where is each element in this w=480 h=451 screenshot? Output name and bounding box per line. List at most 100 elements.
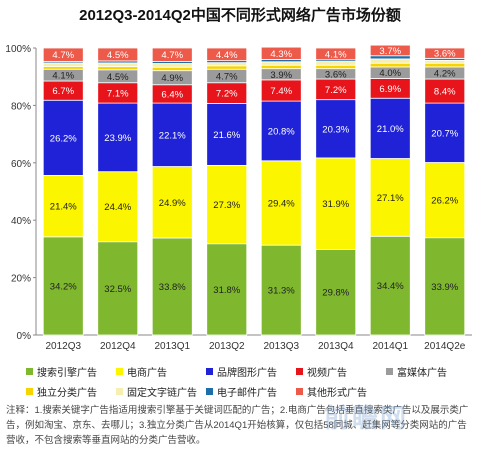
- data-label: 3.7%: [379, 46, 401, 57]
- data-label: 27.1%: [377, 193, 404, 204]
- data-label: 24.9%: [159, 198, 186, 209]
- bar-segment: [369, 97, 411, 159]
- bar-segment: [97, 102, 139, 173]
- bar-segment: [206, 65, 248, 70]
- legend-label: 电商广告: [127, 368, 167, 379]
- data-label: 33.8%: [159, 282, 186, 293]
- bar-segment: [315, 61, 357, 66]
- bar-segment: [260, 46, 302, 60]
- legend-item: 视频广告: [296, 364, 386, 379]
- legend-label: 富媒体广告: [397, 368, 447, 379]
- bar-segment: [151, 63, 193, 68]
- data-label: 31.3%: [268, 286, 295, 297]
- data-label: 27.3%: [213, 200, 240, 211]
- bar-segment: [315, 47, 357, 61]
- bar-segment: [424, 78, 466, 104]
- bar-segment: [151, 102, 193, 167]
- legend-label: 独立分类广告: [37, 388, 97, 399]
- data-label: 6.4%: [161, 89, 183, 100]
- legend-swatch: [386, 368, 393, 375]
- data-label: 4.5%: [107, 50, 129, 61]
- bar-segment: [206, 62, 248, 67]
- legend-swatch: [26, 368, 33, 375]
- bar-segment: [369, 44, 411, 57]
- x-tick-label: 2013Q1: [154, 341, 190, 352]
- bar-segment: [42, 236, 84, 336]
- data-label: 7.1%: [107, 88, 129, 99]
- data-label: 4.7%: [52, 50, 74, 61]
- bar-segment: [315, 64, 357, 70]
- data-label: 4.0%: [379, 68, 401, 79]
- data-label: 4.7%: [216, 71, 238, 82]
- bar-segment: [97, 47, 139, 62]
- legend-item: 其他形式广告: [296, 384, 386, 399]
- y-tick-label: 20%: [11, 274, 31, 285]
- data-label: 20.3%: [322, 124, 349, 135]
- data-label: 4.1%: [52, 71, 74, 82]
- bar-segment: [151, 166, 193, 239]
- bar-segment: [151, 237, 193, 336]
- bar-segment: [97, 62, 139, 68]
- bar-segment: [315, 99, 357, 159]
- bar-segment: [369, 235, 411, 336]
- legend-swatch: [116, 388, 123, 395]
- bar-segment: [315, 249, 357, 336]
- data-label: 24.4%: [104, 202, 131, 213]
- data-label: 4.9%: [161, 73, 183, 84]
- bar-segment: [369, 62, 411, 68]
- data-label: 31.9%: [322, 199, 349, 210]
- data-label: 26.2%: [50, 133, 77, 144]
- data-label: 4.3%: [270, 49, 292, 60]
- bar-segment: [42, 99, 84, 176]
- legend-label: 电子邮件广告: [217, 388, 277, 399]
- legend-item: 富媒体广告: [386, 364, 476, 379]
- data-label: 6.7%: [52, 86, 74, 97]
- legend-swatch: [296, 388, 303, 395]
- data-label: 32.5%: [104, 284, 131, 295]
- legend-item: 品牌图形广告: [206, 364, 296, 379]
- x-tick-label: 2014Q1: [372, 341, 408, 352]
- data-label: 22.1%: [159, 130, 186, 141]
- data-label: 4.2%: [434, 68, 456, 79]
- legend-label: 品牌图形广告: [217, 368, 277, 379]
- x-tick-label: 2014Q2e: [424, 341, 466, 352]
- chart-note: 注释：1.搜索关键字广告指适用搜索引擎基于关键词匹配的广告；2.电商广告包括垂直…: [6, 405, 469, 446]
- bar-segment: [424, 47, 466, 59]
- y-tick-label: 80%: [11, 101, 31, 112]
- legend-item: 搜索引擎广告: [26, 364, 116, 379]
- bar-segment: [42, 65, 84, 70]
- bar-segment: [206, 243, 248, 336]
- bar-segment: [206, 47, 248, 62]
- data-label: 33.9%: [431, 282, 458, 293]
- data-label: 8.4%: [434, 87, 456, 98]
- y-tick-label: 100%: [5, 44, 31, 55]
- y-tick-label: 60%: [11, 159, 31, 170]
- y-tick-label: 0%: [17, 331, 32, 342]
- data-label: 29.4%: [268, 198, 295, 209]
- data-label: 4.1%: [325, 49, 347, 60]
- x-tick-label: 2012Q4: [100, 341, 136, 352]
- legend-item: 电商广告: [116, 364, 206, 379]
- chart-legend: 搜索引擎广告 电商广告 品牌图形广告 视频广告 富媒体广告独立分类广告 固定文字链广告 电子…: [26, 364, 476, 399]
- legend-swatch: [116, 368, 123, 375]
- bar-segment: [42, 47, 84, 62]
- bar-segment: [260, 64, 302, 70]
- data-label: 4.4%: [216, 50, 238, 61]
- data-label: 7.2%: [216, 89, 238, 100]
- legend-label: 视频广告: [307, 368, 347, 379]
- bar-segment: [206, 102, 248, 166]
- data-label: 21.4%: [50, 202, 77, 213]
- x-tick-label: 2013Q4: [318, 341, 354, 352]
- data-label: 20.7%: [431, 128, 458, 139]
- legend-label: 固定文字链广告: [127, 388, 197, 399]
- legend-item: 独立分类广告: [26, 384, 116, 399]
- x-tick-label: 2013Q2: [209, 341, 245, 352]
- bar-segment: [424, 102, 466, 163]
- bar-segment: [315, 157, 357, 250]
- chart-title: 2012Q3-2014Q2中国不同形式网络广告市场份额: [79, 6, 401, 24]
- legend-label: 搜索引擎广告: [37, 368, 97, 379]
- bar-segment: [151, 66, 193, 72]
- data-label: 20.8%: [268, 126, 295, 137]
- legend-item: 电子邮件广告: [206, 384, 296, 399]
